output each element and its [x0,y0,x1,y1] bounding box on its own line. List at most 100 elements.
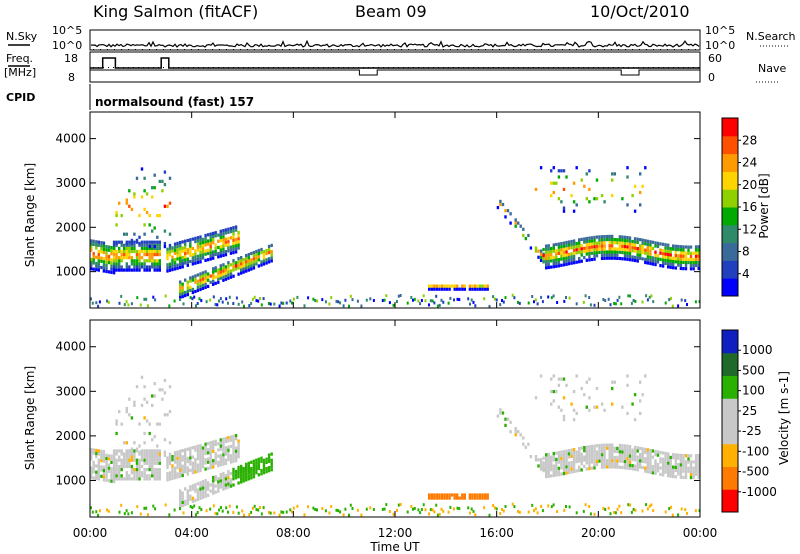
velocity-cell [110,476,113,480]
velocity-cell [471,493,474,497]
velocity-cell [204,451,207,456]
velocity-cell [461,493,464,497]
velocity-cell [582,509,585,513]
velocity-cell [670,505,672,509]
velocity-cell [168,458,172,462]
power-cell [145,243,149,247]
velocity-cell [92,470,95,474]
power-cell [639,190,642,195]
power-cell [245,257,248,261]
velocity-cell [209,444,212,448]
power-cell [689,267,693,271]
power-cell [682,245,685,249]
velocity-cell [181,464,184,468]
velocity-cell [176,456,179,460]
nave-dot [558,67,559,68]
velocity-cell [623,450,627,454]
velocity-cell [179,501,182,505]
power-cell [557,169,561,173]
velocity-cell [527,510,530,514]
power-cell [646,255,649,259]
nave-dot [643,67,644,68]
velocity-cell [138,477,141,481]
power-cell [181,265,184,269]
power-cell [90,267,93,271]
velocity-cell [684,469,688,473]
power-cell [158,249,161,254]
velocity-cell [214,478,217,482]
velocity-cell [247,474,250,478]
velocity-cell [229,460,233,464]
power-cell [201,286,205,290]
velocity-cell [641,509,644,513]
power-cell [692,260,695,265]
power-cell [120,256,123,260]
velocity-cell [438,493,441,497]
power-cell [204,279,207,283]
nave-dot [323,67,324,68]
power-cell [603,200,606,204]
power-cell [575,166,578,170]
velocity-cell [181,449,184,453]
power-cell [92,239,95,243]
velocity-cell [572,454,576,458]
velocity-cell [105,460,108,464]
power-cell [222,241,225,245]
power-cell [206,272,210,276]
velocity-cell [133,471,136,475]
velocity-cell [618,453,622,457]
power-cell [145,268,149,272]
velocity-cell [125,452,128,456]
power-cell [196,257,200,261]
power-cell [267,247,271,252]
velocity-cell [689,466,693,470]
velocity-cell [209,466,212,470]
velocity-cell [265,470,268,474]
power-cell [186,238,189,243]
velocity-cell [598,453,601,457]
velocity-cell [250,510,253,514]
velocity-cell [232,434,235,438]
velocity-cell [260,456,263,460]
velocity-cell [227,436,230,440]
velocity-cell [143,506,146,510]
power-cell [547,262,550,266]
velocity-cell [585,405,588,409]
velocity-cell [603,452,606,457]
velocity-cell [245,465,248,469]
power-cell [542,257,545,261]
velocity-cell [644,466,647,470]
power-cell [234,237,238,241]
power-cell [232,302,235,305]
velocity-cell [697,463,700,467]
nave-dot [373,67,374,68]
power-cell [600,250,604,254]
power-cell [656,257,660,261]
power-cell [448,284,451,288]
velocity-cell [115,474,118,478]
velocity-cell [684,472,688,476]
power-cell [110,264,113,268]
velocity-cell [429,508,432,512]
velocity-cell [199,484,202,488]
velocity-cell [241,509,244,513]
velocity-cell [201,458,205,463]
velocity-cell [191,461,195,465]
velocity-cell [534,507,537,511]
velocity-cell [687,457,690,461]
power-cell [194,258,197,262]
power-cell [179,286,182,290]
power-cell [654,259,657,264]
power-cell [580,237,583,241]
velocity-cell [130,458,134,462]
nave-dot [363,67,364,68]
power-cell [694,263,698,268]
power-cell [257,252,261,256]
power-cell [603,238,606,242]
power-cell [229,245,233,249]
power-cell [689,254,693,258]
power-cell [201,280,205,284]
power-cell [232,247,235,252]
velocity-cell [578,456,581,460]
nave-dot [443,67,444,68]
